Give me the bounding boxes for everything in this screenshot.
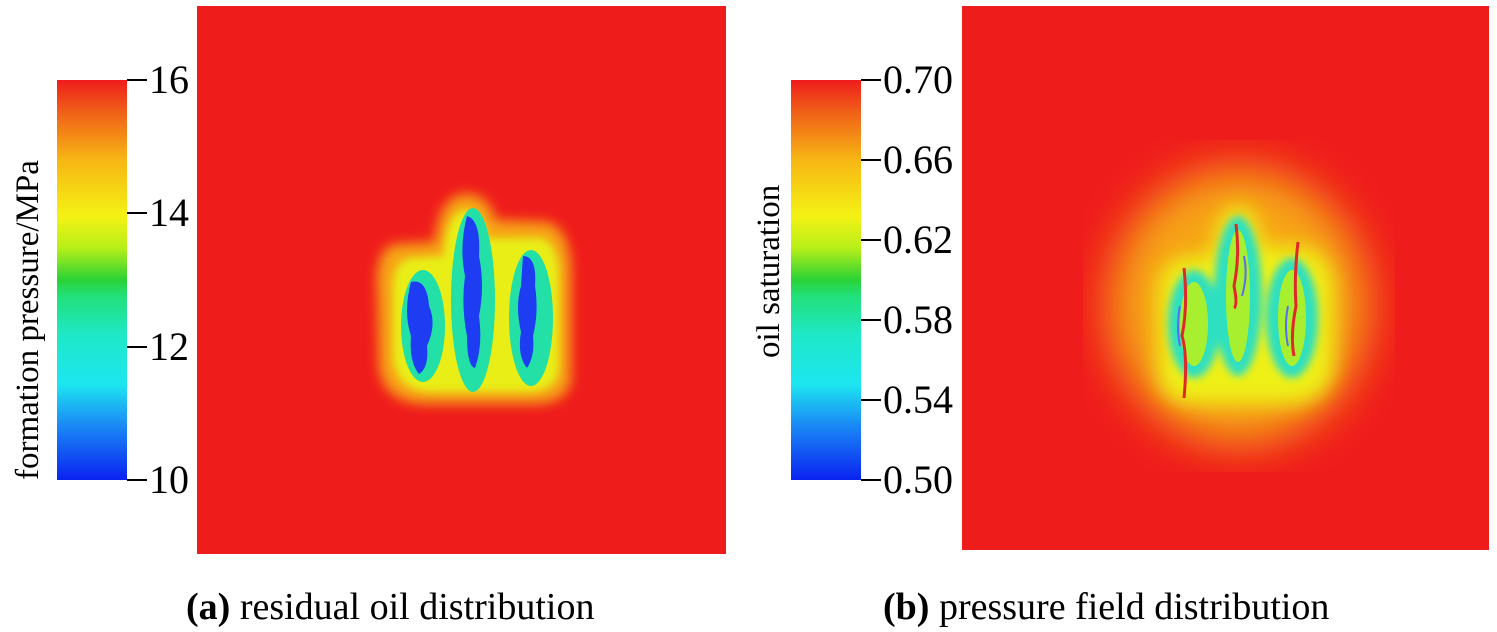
colorbar-a	[57, 80, 127, 480]
caption-tag-a: (a)	[186, 586, 231, 628]
colorbar-tick-label: 0.54	[883, 377, 953, 422]
colorbar-tick-label: 0.62	[883, 217, 953, 262]
colorbar-tick-label: 0.66	[883, 137, 953, 182]
colorbar-tick-label: 0.50	[883, 457, 953, 502]
field-residual-a	[407, 216, 537, 374]
caption-text-a: residual oil distribution	[239, 586, 595, 628]
colorbar-tick	[861, 239, 881, 241]
pressure-field	[962, 6, 1489, 550]
colorbar-tick-label: 12	[149, 323, 189, 369]
colorbar-tick	[127, 345, 147, 348]
field-streaks-b	[1180, 223, 1300, 399]
colorbar-tick	[861, 399, 881, 401]
colorbar-tick-label: 0.58	[883, 297, 953, 342]
caption-tag-b: (b)	[883, 586, 930, 628]
colorbar-tick	[127, 479, 147, 481]
colorbar-tick	[861, 479, 881, 481]
colorbar-tick-label: 0.70	[883, 57, 953, 102]
colorbar-title-a: formation pressure/MPa	[10, 160, 46, 480]
panel-b: oil saturation 0.70 0.66 0.62 0.58 0.54 0.50	[745, 0, 1497, 632]
colorbar-tick	[861, 319, 881, 321]
colorbar-b	[791, 80, 861, 480]
colorbar-tick-label: 16	[149, 57, 189, 102]
colorbar-tick	[127, 212, 147, 215]
caption-text-b: pressure field distribution	[938, 586, 1330, 628]
colorbar-title-b: oil saturation	[751, 184, 787, 358]
caption-b: (b) pressure field distribution	[883, 585, 1329, 629]
colorbar-tick	[127, 79, 147, 81]
caption-a: (a) residual oil distribution	[186, 585, 594, 629]
panel-a: formation pressure/MPa 16 14 12 10	[0, 0, 745, 632]
colorbar-tick	[861, 79, 881, 81]
colorbar-tick-label: 10	[149, 457, 189, 502]
residual-oil-field	[197, 6, 726, 554]
colorbar-tick	[861, 159, 881, 161]
colorbar-tick-label: 14	[149, 190, 189, 236]
